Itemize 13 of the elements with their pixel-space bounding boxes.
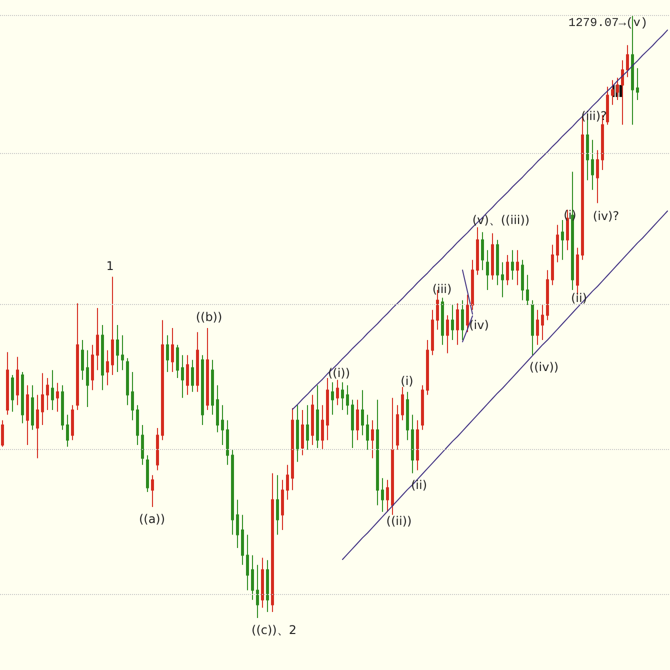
- annotation: (iii): [432, 282, 452, 296]
- annotation: (i): [400, 374, 414, 388]
- annotation: 1: [106, 259, 114, 273]
- annotation: ((ii)): [386, 514, 412, 528]
- annotation: ((a)): [138, 512, 166, 526]
- annotation: (ii): [570, 291, 588, 305]
- annotation: ((b)): [196, 310, 222, 324]
- annotation: (iv)?: [592, 209, 620, 223]
- annotation: ((iv)): [529, 360, 559, 374]
- annotation: ((i)): [328, 366, 350, 380]
- annotation: (iv): [469, 318, 489, 332]
- annotation: (ii): [410, 478, 428, 492]
- text: ((c))、2: [252, 623, 296, 637]
